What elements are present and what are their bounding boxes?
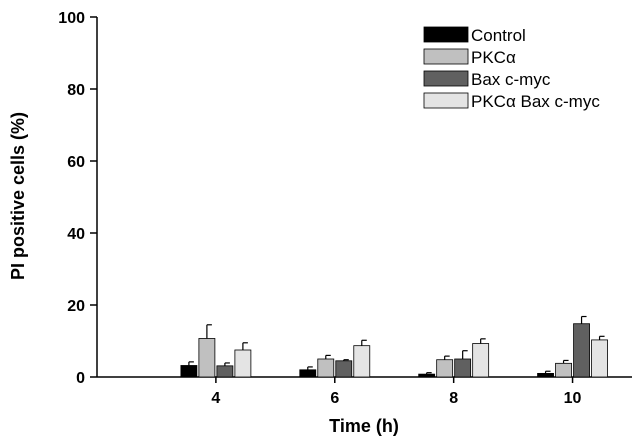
x-tick-label: 4 xyxy=(211,390,220,407)
bar xyxy=(555,362,572,378)
bar xyxy=(353,345,371,378)
y-axis-title: PI positive cells (%) xyxy=(8,112,28,280)
legend-swatch xyxy=(423,92,469,109)
legend-label: PKCα xyxy=(471,48,516,67)
y-tick-label: 60 xyxy=(67,154,85,171)
y-tick-label: 40 xyxy=(67,226,85,243)
legend-swatch xyxy=(423,48,469,65)
bars xyxy=(180,323,608,378)
x-tick-label: 10 xyxy=(564,390,582,407)
x-tick-label: 6 xyxy=(330,390,339,407)
bar xyxy=(317,358,335,378)
bar xyxy=(299,369,317,378)
bar xyxy=(573,323,590,378)
legend-label: Bax c-myc xyxy=(471,70,551,89)
bar xyxy=(198,338,216,378)
bar xyxy=(436,359,454,378)
bar xyxy=(454,358,472,378)
legend: Control PKCα Bax c-myc PKCα Bax c-myc xyxy=(423,26,600,111)
legend-label: Control xyxy=(471,26,526,45)
y-tick-label: 0 xyxy=(76,370,85,387)
legend-swatch xyxy=(423,70,469,87)
bar xyxy=(234,349,252,378)
y-tick-label: 100 xyxy=(58,10,85,27)
y-tick-label: 20 xyxy=(67,298,85,315)
error-bars xyxy=(188,315,605,375)
bar xyxy=(180,365,198,378)
legend-label: PKCα Bax c-myc xyxy=(471,92,600,111)
x-tick-label: 8 xyxy=(449,390,458,407)
bar xyxy=(537,372,554,378)
bar xyxy=(418,373,436,378)
x-axis-title: Time (h) xyxy=(329,416,399,436)
legend-swatch xyxy=(423,26,469,43)
x-axis: 4 6 8 10 xyxy=(97,376,632,407)
y-axis: 0 20 40 60 80 100 xyxy=(58,10,98,387)
bar xyxy=(472,343,490,378)
bar xyxy=(335,360,353,378)
bar xyxy=(591,339,608,378)
bar xyxy=(216,365,234,378)
y-tick-label: 80 xyxy=(67,82,85,99)
